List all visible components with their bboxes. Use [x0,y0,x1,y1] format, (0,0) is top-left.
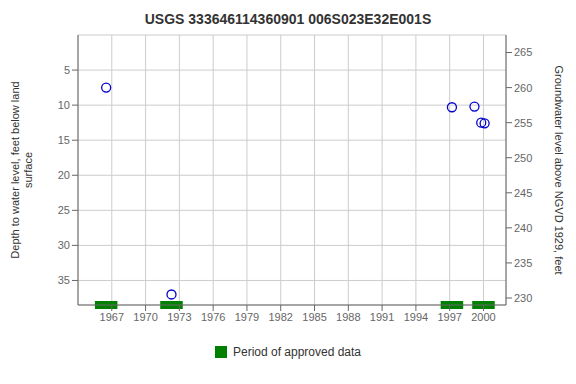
svg-text:235: 235 [514,257,532,269]
svg-text:250: 250 [514,152,532,164]
svg-text:10: 10 [58,99,70,111]
svg-text:1997: 1997 [437,311,461,323]
svg-text:230: 230 [514,292,532,304]
html-text:USGS 333646114360901 006S023E3: USGS 333646114360901 006S023E32E001S [144,11,432,27]
svg-text:255: 255 [514,117,532,129]
svg-text:265: 265 [514,46,532,58]
html-text:Period of approved data: Period of approved data [233,345,361,359]
html-text:Depth to water level, feet bel: Depth to water level, feet below land su… [9,81,34,259]
svg-text:1970: 1970 [133,311,157,323]
svg-text:1979: 1979 [235,311,259,323]
svg-text:1991: 1991 [370,311,394,323]
svg-text:1994: 1994 [404,311,428,323]
svg-text:1988: 1988 [336,311,360,323]
svg-text:1982: 1982 [268,311,292,323]
svg-text:1967: 1967 [100,311,124,323]
svg-text:1976: 1976 [201,311,225,323]
svg-text:20: 20 [58,169,70,181]
svg-text:15: 15 [58,134,70,146]
svg-text:1973: 1973 [167,311,191,323]
svg-text:5: 5 [64,64,70,76]
svg-text:30: 30 [58,239,70,251]
svg-text:2000: 2000 [471,311,495,323]
svg-text:25: 25 [58,204,70,216]
svg-text:1985: 1985 [302,311,326,323]
svg-text:260: 260 [514,82,532,94]
svg-text:35: 35 [58,274,70,286]
svg-text:240: 240 [514,222,532,234]
html-text:Groundwater level above NGVD 1: Groundwater level above NGVD 1929, feet [552,65,565,275]
svg-text:245: 245 [514,187,532,199]
